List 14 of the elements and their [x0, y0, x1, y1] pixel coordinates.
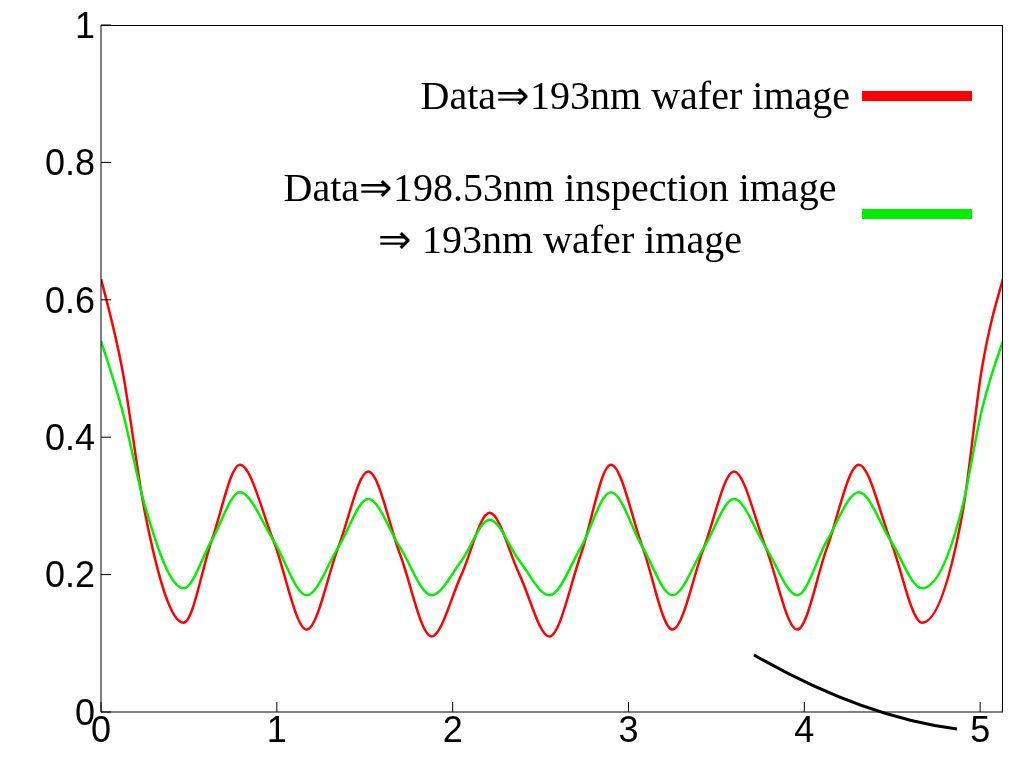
y-tick-label: 0.4 [44, 416, 95, 458]
x-tick-label: 3 [618, 708, 639, 750]
x-tick-label: 1 [266, 708, 287, 750]
y-tick-label: 0.2 [44, 554, 95, 596]
line-series [101, 277, 1003, 638]
x-tick-label: 5 [970, 708, 991, 750]
line-series [101, 339, 1003, 597]
y-tick-label: 1 [74, 4, 95, 46]
legend-label: Data⇒198.53nm inspection image ⇒ 193nm wafer image [282, 164, 838, 264]
y-tick-label: 0.6 [44, 279, 95, 321]
x-tick-label: 2 [442, 708, 463, 750]
legend-label: Data⇒193nm wafer image [420, 72, 850, 120]
y-tick-label: 0.8 [44, 142, 95, 184]
x-tick-label: 4 [794, 708, 815, 750]
